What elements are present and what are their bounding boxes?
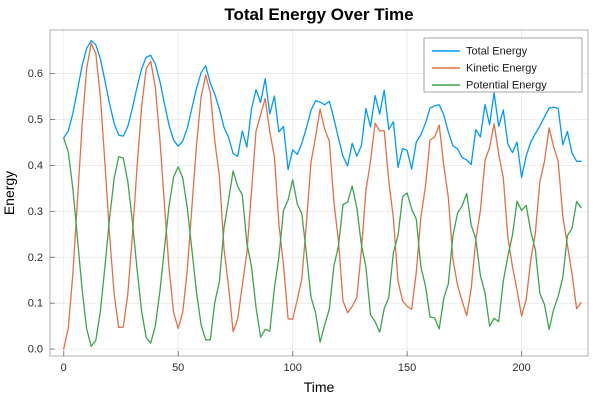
chart-title: Total Energy Over Time — [224, 5, 413, 24]
y-tick-label: 0.2 — [28, 252, 43, 264]
total-energy-line — [63, 39, 582, 179]
gridlines — [50, 30, 588, 356]
y-tick-label: 0.6 — [28, 68, 43, 80]
x-tick-label: 50 — [172, 362, 184, 374]
x-tick-label: 0 — [61, 362, 67, 374]
y-axis-label: Energy — [1, 171, 17, 215]
potential-energy-line — [63, 137, 582, 348]
kinetic-energy-line — [63, 42, 582, 350]
plot-frame — [49, 29, 589, 357]
x-tick-label: 200 — [512, 362, 530, 374]
y-tick-label: 0.4 — [28, 160, 43, 172]
series-lines — [63, 39, 582, 350]
y-tick-label: 0.3 — [28, 206, 43, 218]
y-tick-label: 0.0 — [28, 344, 43, 356]
legend-box — [423, 37, 583, 93]
axis-ticks — [50, 73, 523, 356]
legend: Total Energy Kinetic Energy Potential Ener… — [423, 37, 583, 93]
y-tick-label: 0.1 — [28, 298, 43, 310]
x-tick-label: 150 — [398, 362, 416, 374]
legend-label-total-energy: Total Energy — [466, 46, 528, 58]
tick-labels: 0 50 100 150 200 0.0 0.1 0.2 0.3 0.4 0.5 0.6 — [28, 68, 531, 374]
x-axis-label: Time — [304, 379, 335, 395]
x-tick-label: 100 — [284, 362, 302, 374]
legend-label-kinetic-energy: Kinetic Energy — [466, 63, 537, 75]
y-tick-label: 0.5 — [28, 114, 43, 126]
legend-label-potential-energy: Potential Energy — [466, 80, 547, 92]
